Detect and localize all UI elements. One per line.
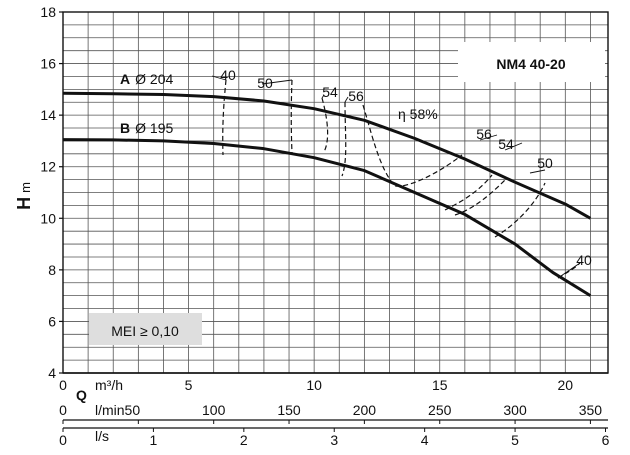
series-A-line: [62, 91, 592, 220]
x-tick-ls: 3: [330, 432, 338, 448]
y-tick-label: 14: [40, 107, 56, 123]
x-tick-ls: 0: [59, 432, 67, 448]
x-tick-m3h: 15: [432, 377, 448, 393]
efficiency-curve: [494, 182, 546, 238]
efficiency-label: 50: [537, 155, 553, 171]
y-tick-label: 18: [40, 4, 56, 20]
x-tick-m3h: 10: [306, 377, 322, 393]
x-tick-ls: 2: [240, 432, 248, 448]
y-tick-label: 12: [40, 159, 56, 175]
x-axis-q-label: Q: [76, 387, 87, 403]
chart-title: NM4 40-20: [496, 56, 565, 72]
mei-label: MEI ≥ 0,10: [111, 323, 179, 339]
y-tick-label: 16: [40, 56, 56, 72]
efficiency-leader: [557, 262, 581, 279]
x-tick-m3h: 20: [558, 377, 574, 393]
x-tick-m3h: 5: [185, 377, 193, 393]
efficiency-leader: [479, 134, 498, 141]
head-curves: [62, 91, 592, 297]
x-tick-lmin: 150: [277, 402, 301, 418]
x-tick-lmin: 350: [579, 402, 603, 418]
efficiency-label: 54: [322, 84, 338, 100]
y-axis-label: Hm: [14, 182, 34, 210]
x-axis-unit-lmin: l/min50: [95, 402, 140, 418]
y-tick-label: 4: [48, 365, 56, 381]
efficiency-curve: [454, 179, 506, 216]
x-tick-m3h: 0: [59, 377, 67, 393]
efficiency-leader: [321, 94, 325, 99]
efficiency-leader: [261, 79, 293, 85]
x-tick-ls: 1: [150, 432, 158, 448]
efficiency-curve: [222, 79, 227, 156]
mei-box: MEI ≥ 0,10: [89, 313, 202, 345]
efficiency-leader: [211, 75, 227, 81]
x-tick-lmin: 250: [428, 402, 452, 418]
efficiency-curve: [321, 97, 347, 177]
x-tick-ls: 6: [602, 432, 610, 448]
efficiency-label: 54: [498, 136, 514, 152]
title-box: NM4 40-20: [458, 42, 605, 82]
y-tick-label: 10: [40, 210, 56, 226]
grid: [63, 12, 608, 373]
y-tick-label: 8: [48, 262, 56, 278]
efficiency-curves: [211, 75, 581, 279]
efficiency-label: 40: [220, 67, 236, 83]
series-B-line: [62, 138, 592, 297]
x-tick-lmin: 200: [353, 402, 377, 418]
efficiency-max-label: η 58%: [398, 106, 438, 122]
y-tick-label: 6: [48, 313, 56, 329]
x-tick-ls: 5: [511, 432, 519, 448]
x-tick-ls: 4: [421, 432, 429, 448]
efficiency-label: 56: [348, 88, 364, 104]
x-axis-unit-m3h: m³/h: [95, 377, 123, 393]
efficiency-label: 40: [576, 252, 592, 268]
efficiency-leader: [504, 142, 523, 151]
efficiency-label: 50: [257, 75, 273, 91]
x-axis-unit-ls: l/s: [95, 428, 109, 444]
x-tick-lmin: 100: [202, 402, 226, 418]
efficiency-leader: [344, 96, 349, 103]
x-tick-lmin: 300: [503, 402, 527, 418]
efficiency-label: 56: [476, 126, 492, 142]
efficiency-leader: [529, 169, 546, 174]
x-tick-lmin: 0: [59, 402, 67, 418]
efficiency-curve: [290, 79, 293, 154]
efficiency-curve: [362, 104, 463, 187]
